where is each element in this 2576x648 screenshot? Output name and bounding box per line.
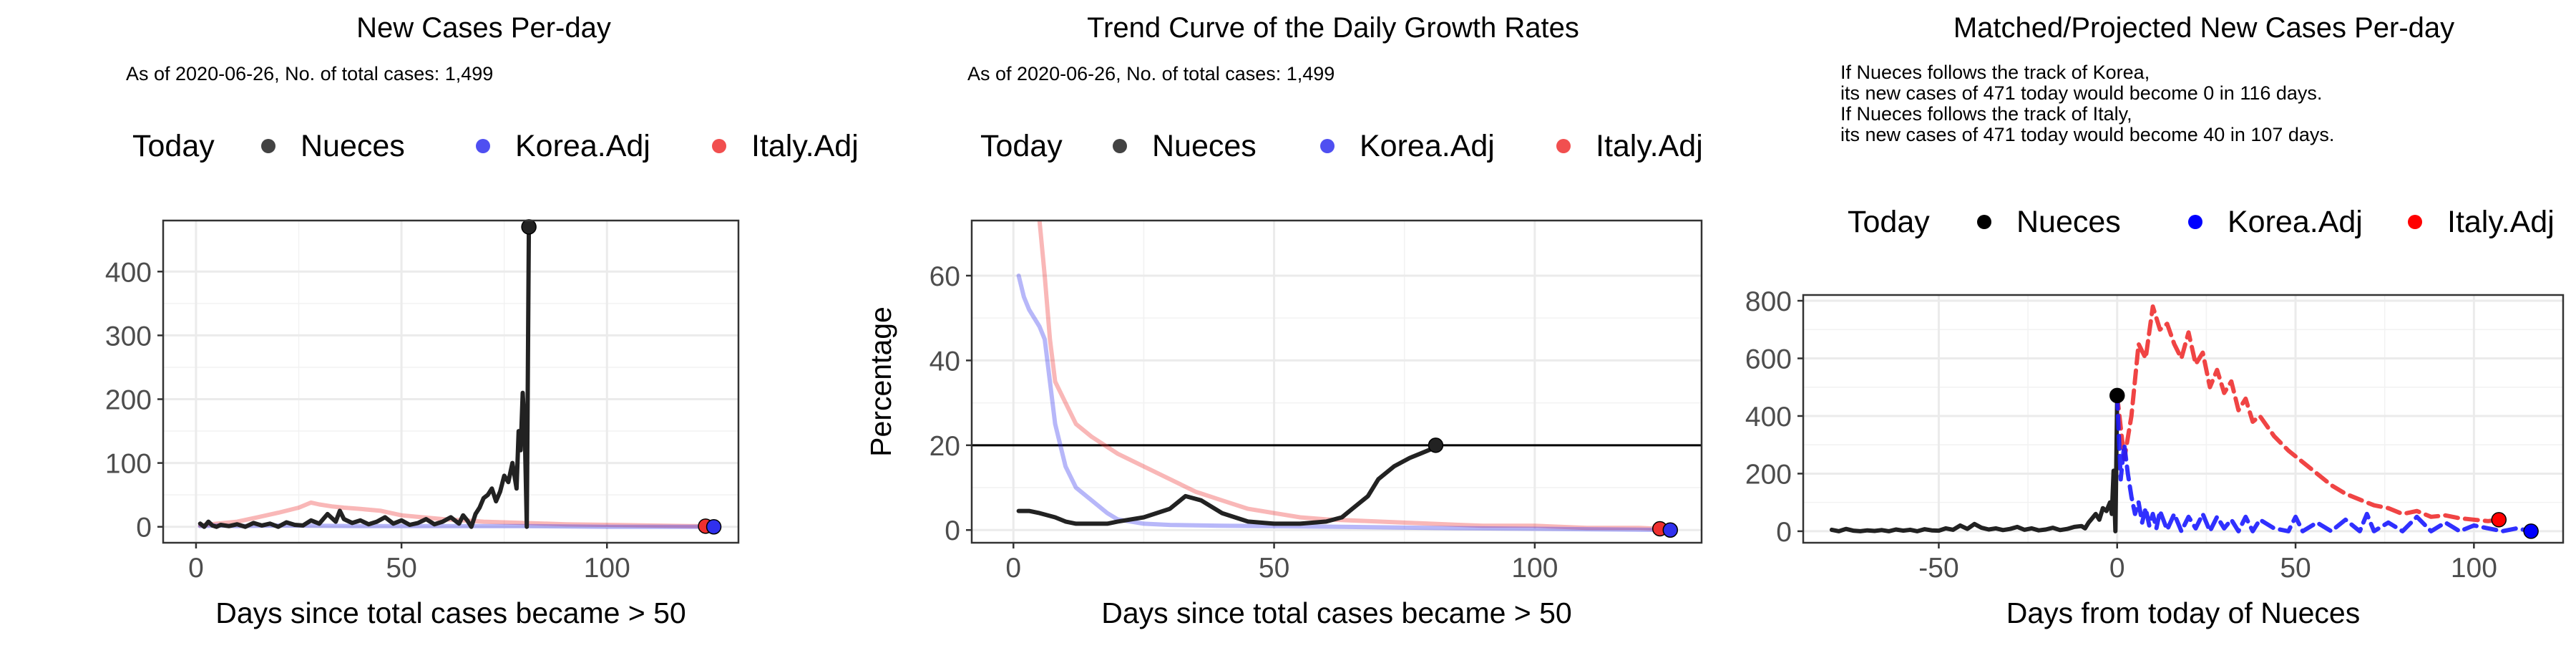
today-point-italy-adj <box>2491 512 2507 528</box>
today-point-korea-adj <box>706 518 722 535</box>
x-tick-label: 100 <box>1511 553 1558 584</box>
series-line-nueces <box>1016 443 1438 526</box>
axes: 0 200 400 600 800 -50 0 50 100 <box>1745 286 2497 584</box>
today-point-korea-adj <box>1662 522 1679 538</box>
today-point-nueces <box>2109 387 2125 404</box>
x-tick-label: 50 <box>2280 553 2311 584</box>
legend-key-italy-adj <box>1556 139 1571 153</box>
plot-border <box>162 219 740 544</box>
series-line-italy-adj <box>1037 221 1662 531</box>
y-tick-label: 300 <box>105 321 152 352</box>
x-axis-title: Days since total cases became > 50 <box>1101 596 1571 629</box>
series-line-italy-adj <box>2114 304 2502 523</box>
legend-label: Italy.Adj <box>2447 205 2555 239</box>
plot-background <box>972 221 1702 543</box>
legend-label: Italy.Adj <box>1596 129 1703 163</box>
legend-label: Korea.Adj <box>2228 205 2363 239</box>
chart-panel-2: Trend Curve of the Daily Growth Rates As … <box>864 12 1703 629</box>
y-tick-label: 400 <box>1745 402 1792 432</box>
chart-subtitle-line: its new cases of 471 today would become … <box>1840 124 2334 145</box>
today-point-nueces <box>521 219 537 235</box>
plot-background <box>1803 295 2563 543</box>
legend: Today Nueces Korea.Adj Italy.Adj <box>1848 205 2555 239</box>
x-tick-label: 50 <box>386 553 416 584</box>
legend-label: Nueces <box>301 129 405 163</box>
today-point-korea-adj <box>2523 523 2539 539</box>
y-tick-label: 200 <box>105 385 152 416</box>
chart-panel-1: New Cases Per-day As of 2020-06-26, No. o… <box>105 12 859 629</box>
legend-label: Nueces <box>2016 205 2121 239</box>
series-line-nueces <box>197 224 532 529</box>
legend-title: Today <box>980 129 1063 163</box>
legend-key-nueces <box>1113 139 1127 153</box>
plot-area <box>197 224 716 529</box>
legend-title: Today <box>132 129 215 163</box>
grid <box>163 221 738 543</box>
series-line-nueces <box>1829 393 2119 533</box>
chart-title: Trend Curve of the Daily Growth Rates <box>1087 12 1579 44</box>
legend-label: Korea.Adj <box>515 129 650 163</box>
chart-title: New Cases Per-day <box>356 12 611 44</box>
chart-subtitle: If Nueces follows the track of Korea, its… <box>1840 62 2334 145</box>
chart-subtitle-line: its new cases of 471 today would become … <box>1840 82 2322 104</box>
x-tick-label: 0 <box>1005 553 1021 584</box>
series-line-italy-adj <box>197 500 708 528</box>
series-line-korea-adj <box>1016 274 1673 533</box>
legend-title: Today <box>1848 205 1930 239</box>
y-tick-label: 0 <box>136 513 152 543</box>
legend-key-nueces <box>261 139 275 153</box>
y-tick-label: 800 <box>1745 286 1792 317</box>
x-tick-label: 100 <box>584 553 630 584</box>
x-tick-label: 100 <box>2451 553 2497 584</box>
plot-background <box>163 221 738 543</box>
y-tick-label: 200 <box>1745 459 1792 490</box>
chart-panel-3: Matched/Projected New Cases Per-day If Nu… <box>1745 12 2565 629</box>
series-line-korea-adj <box>2114 393 2534 533</box>
legend-key-italy-adj <box>712 139 726 153</box>
chart-subtitle: As of 2020-06-26, No. of total cases: 1,… <box>126 63 493 84</box>
y-tick-label: 0 <box>1776 517 1792 548</box>
y-tick-label: 600 <box>1745 344 1792 375</box>
x-axis-title: Days since total cases became > 50 <box>215 596 686 629</box>
chart-title: Matched/Projected New Cases Per-day <box>1953 12 2454 44</box>
plot-border <box>1802 294 2565 544</box>
today-point-nueces <box>1428 437 1444 453</box>
y-tick-label: 20 <box>930 431 960 462</box>
legend-label: Italy.Adj <box>751 129 859 163</box>
plot-area <box>1829 304 2534 533</box>
y-axis-title: Percentage <box>864 306 897 457</box>
axes: 0 100 200 300 400 0 50 100 <box>105 257 630 584</box>
chart-subtitle-line: If Nueces follows the track of Korea, <box>1840 62 2150 83</box>
plot-area <box>972 221 1702 533</box>
x-tick-label: 0 <box>188 553 204 584</box>
legend-key-korea-adj <box>2188 215 2202 229</box>
x-axis-title: Days from today of Nueces <box>2006 596 2360 629</box>
axes: 0 20 40 60 0 50 100 <box>930 261 1558 584</box>
legend: Today Nueces Korea.Adj Italy.Adj <box>980 129 1703 163</box>
legend-key-nueces <box>1977 215 1991 229</box>
x-tick-label: -50 <box>1918 553 1958 584</box>
y-tick-label: 400 <box>105 257 152 288</box>
y-tick-label: 60 <box>930 261 960 292</box>
y-tick-label: 100 <box>105 449 152 480</box>
chart-subtitle-line: If Nueces follows the track of Italy, <box>1840 103 2132 125</box>
plot-border <box>970 219 1703 544</box>
chart-subtitle: As of 2020-06-26, No. of total cases: 1,… <box>967 63 1335 84</box>
x-tick-label: 0 <box>2109 553 2125 584</box>
legend-label: Korea.Adj <box>1360 129 1495 163</box>
legend-key-korea-adj <box>1320 139 1335 153</box>
legend-key-korea-adj <box>476 139 490 153</box>
y-tick-label: 0 <box>945 516 960 546</box>
x-tick-label: 50 <box>1259 553 1289 584</box>
legend-label: Nueces <box>1152 129 1257 163</box>
y-tick-label: 40 <box>930 346 960 377</box>
legend-key-italy-adj <box>2408 215 2422 229</box>
legend: Today Nueces Korea.Adj Italy.Adj <box>132 129 859 163</box>
